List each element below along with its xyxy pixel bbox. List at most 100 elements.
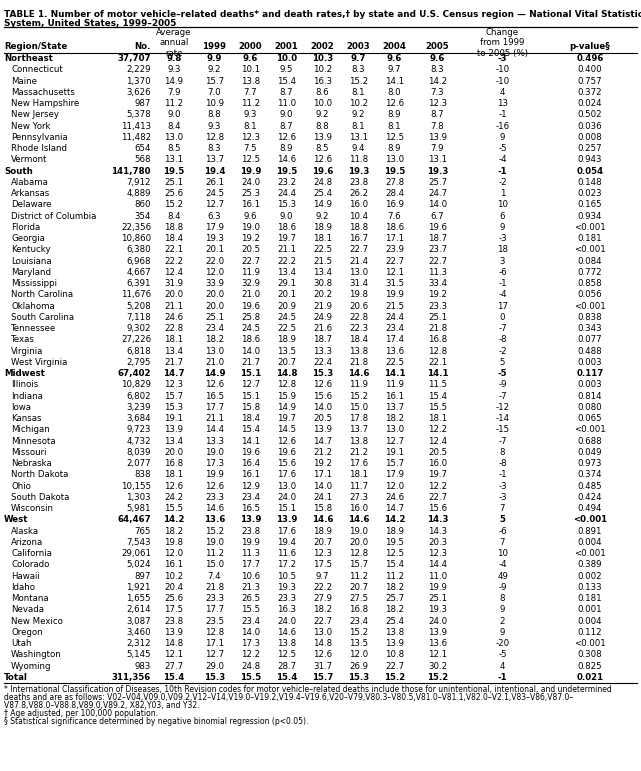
Text: 2,229: 2,229 bbox=[126, 66, 151, 74]
Text: <0.001: <0.001 bbox=[573, 515, 607, 524]
Text: 20.3: 20.3 bbox=[428, 538, 447, 547]
Text: Idaho: Idaho bbox=[11, 583, 35, 592]
Text: -9: -9 bbox=[498, 583, 507, 592]
Text: 13.9: 13.9 bbox=[385, 639, 404, 648]
Text: 23.4: 23.4 bbox=[385, 324, 404, 333]
Text: 4,732: 4,732 bbox=[126, 436, 151, 446]
Text: 15.4: 15.4 bbox=[385, 561, 404, 569]
Text: 23.4: 23.4 bbox=[241, 493, 260, 502]
Text: Kentucky: Kentucky bbox=[11, 245, 51, 254]
Text: 18.7: 18.7 bbox=[313, 335, 332, 345]
Text: 12.0: 12.0 bbox=[205, 268, 224, 277]
Text: 1,303: 1,303 bbox=[126, 493, 151, 502]
Text: 14.2: 14.2 bbox=[163, 515, 185, 524]
Text: 0.308: 0.308 bbox=[578, 651, 603, 659]
Text: 21.1: 21.1 bbox=[277, 245, 296, 254]
Text: 19.7: 19.7 bbox=[277, 414, 296, 423]
Text: 13.4: 13.4 bbox=[277, 268, 296, 277]
Text: Colorado: Colorado bbox=[11, 561, 49, 569]
Text: 22.1: 22.1 bbox=[165, 245, 183, 254]
Text: Ohio: Ohio bbox=[11, 482, 31, 490]
Text: 24.0: 24.0 bbox=[241, 178, 260, 187]
Text: 11.7: 11.7 bbox=[349, 482, 368, 490]
Text: 17.7: 17.7 bbox=[205, 605, 224, 614]
Text: 12.6: 12.6 bbox=[277, 133, 296, 142]
Text: 18.4: 18.4 bbox=[241, 414, 260, 423]
Text: 5,208: 5,208 bbox=[126, 301, 151, 311]
Text: 25.7: 25.7 bbox=[385, 594, 404, 603]
Text: 0.858: 0.858 bbox=[578, 279, 603, 288]
Text: 12.2: 12.2 bbox=[428, 426, 447, 434]
Text: 9.2: 9.2 bbox=[316, 211, 329, 221]
Text: Louisiana: Louisiana bbox=[11, 257, 52, 266]
Text: 49: 49 bbox=[497, 571, 508, 581]
Text: 11,413: 11,413 bbox=[121, 122, 151, 130]
Text: 0.688: 0.688 bbox=[578, 436, 603, 446]
Text: <0.001: <0.001 bbox=[574, 639, 606, 648]
Text: Wisconsin: Wisconsin bbox=[11, 504, 54, 513]
Text: 19.0: 19.0 bbox=[205, 538, 224, 547]
Text: 24.8: 24.8 bbox=[313, 178, 332, 187]
Text: 14.0: 14.0 bbox=[241, 628, 260, 637]
Text: -10: -10 bbox=[495, 66, 510, 74]
Text: 16.0: 16.0 bbox=[349, 200, 368, 210]
Text: 14.4: 14.4 bbox=[205, 426, 224, 434]
Text: 15.2: 15.2 bbox=[349, 392, 368, 401]
Text: 18.9: 18.9 bbox=[277, 335, 296, 345]
Text: 13.0: 13.0 bbox=[277, 482, 296, 490]
Text: 19.0: 19.0 bbox=[205, 448, 224, 457]
Text: 19.5: 19.5 bbox=[163, 167, 185, 176]
Text: 16.9: 16.9 bbox=[385, 200, 404, 210]
Text: -7: -7 bbox=[498, 436, 507, 446]
Text: 3,626: 3,626 bbox=[126, 88, 151, 97]
Text: 29,061: 29,061 bbox=[121, 549, 151, 558]
Text: 19.0: 19.0 bbox=[349, 527, 368, 536]
Text: 9.2: 9.2 bbox=[208, 66, 221, 74]
Text: 23.3: 23.3 bbox=[428, 301, 447, 311]
Text: 23.3: 23.3 bbox=[205, 594, 224, 603]
Text: 6.3: 6.3 bbox=[208, 211, 221, 221]
Text: 13.9: 13.9 bbox=[428, 133, 447, 142]
Text: 22.2: 22.2 bbox=[313, 583, 332, 592]
Text: 6,818: 6,818 bbox=[126, 347, 151, 355]
Text: 10,155: 10,155 bbox=[121, 482, 151, 490]
Text: 28.4: 28.4 bbox=[385, 189, 404, 198]
Text: 16.5: 16.5 bbox=[205, 392, 224, 401]
Text: 22.7: 22.7 bbox=[313, 617, 332, 625]
Text: -5: -5 bbox=[498, 144, 507, 153]
Text: 19.5: 19.5 bbox=[384, 167, 405, 176]
Text: 25.1: 25.1 bbox=[165, 178, 183, 187]
Text: 12.8: 12.8 bbox=[349, 549, 368, 558]
Text: 0.814: 0.814 bbox=[578, 392, 603, 401]
Text: <0.001: <0.001 bbox=[574, 223, 606, 232]
Text: Alabama: Alabama bbox=[11, 178, 49, 187]
Text: 8.1: 8.1 bbox=[352, 122, 365, 130]
Text: -1: -1 bbox=[497, 167, 507, 176]
Text: 19.7: 19.7 bbox=[277, 234, 296, 243]
Text: 19.9: 19.9 bbox=[241, 538, 260, 547]
Text: 16.8: 16.8 bbox=[349, 605, 368, 614]
Text: California: California bbox=[11, 549, 52, 558]
Text: 11.2: 11.2 bbox=[385, 571, 404, 581]
Text: 27,226: 27,226 bbox=[121, 335, 151, 345]
Text: 24.7: 24.7 bbox=[428, 189, 447, 198]
Text: 19.9: 19.9 bbox=[428, 583, 447, 592]
Text: -3: -3 bbox=[498, 493, 507, 502]
Text: TABLE 1. Number of motor vehicle–related deaths* and death rates,† by state and : TABLE 1. Number of motor vehicle–related… bbox=[4, 10, 641, 19]
Text: 9.0: 9.0 bbox=[279, 211, 293, 221]
Text: 7.6: 7.6 bbox=[388, 211, 401, 221]
Text: 13.9: 13.9 bbox=[428, 628, 447, 637]
Text: 9.7: 9.7 bbox=[351, 54, 366, 63]
Text: 12.3: 12.3 bbox=[428, 549, 447, 558]
Text: 12.0: 12.0 bbox=[165, 549, 183, 558]
Text: 20.0: 20.0 bbox=[165, 291, 183, 299]
Text: 8: 8 bbox=[500, 594, 505, 603]
Text: 0.165: 0.165 bbox=[578, 200, 603, 210]
Text: 22.5: 22.5 bbox=[313, 245, 332, 254]
Text: 15.6: 15.6 bbox=[428, 504, 447, 513]
Text: 18.1: 18.1 bbox=[165, 335, 183, 345]
Text: 17.5: 17.5 bbox=[313, 561, 332, 569]
Text: 0.036: 0.036 bbox=[578, 122, 603, 130]
Text: 31.4: 31.4 bbox=[349, 279, 368, 288]
Text: 0.343: 0.343 bbox=[578, 324, 603, 333]
